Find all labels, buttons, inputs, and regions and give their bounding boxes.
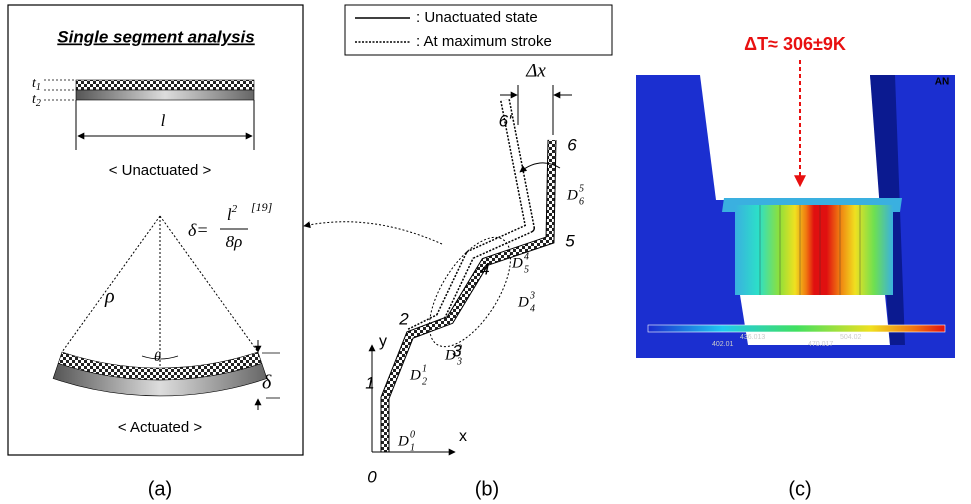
panel-label: (a) bbox=[148, 478, 172, 500]
segment-label: 3 bbox=[456, 356, 462, 367]
axis-label: x bbox=[459, 428, 467, 445]
specimen-gap bbox=[700, 75, 882, 200]
axis-label: y bbox=[379, 333, 387, 350]
node-label: 1 bbox=[365, 373, 374, 392]
radius-line bbox=[62, 216, 160, 352]
formula-lhs: δ= bbox=[188, 220, 209, 240]
top-layer bbox=[76, 80, 254, 90]
panel-label: (b) bbox=[475, 478, 499, 500]
thickness-label: t2 bbox=[32, 92, 41, 109]
length-label: l bbox=[161, 111, 166, 130]
node-label: 0 bbox=[367, 467, 377, 486]
thickness-guides bbox=[44, 80, 76, 100]
callout-arrow bbox=[304, 222, 442, 244]
node-label: 6' bbox=[499, 111, 512, 130]
bottom-layer bbox=[76, 90, 254, 100]
formula-reference: [19] bbox=[251, 200, 273, 214]
panel-b: : Unactuated state : At maximum stroke x… bbox=[304, 5, 612, 500]
corner-label: AN bbox=[935, 77, 949, 88]
panel-label: (c) bbox=[788, 478, 811, 500]
node-label: 4 bbox=[480, 259, 489, 278]
colorbar-label: 504.02 bbox=[840, 334, 862, 341]
displacement-label: Δx bbox=[525, 60, 546, 81]
segment-label: 0 bbox=[410, 429, 415, 440]
unactuated-chain-fill bbox=[410, 100, 530, 333]
segment-label: 3 bbox=[529, 290, 535, 301]
figure: Single segment analysis t1 t2 l < Unactu… bbox=[0, 0, 971, 504]
segment-label: 5 bbox=[524, 264, 529, 275]
segment-label: 4 bbox=[530, 303, 535, 314]
annotation: ΔT≈ 306±9K bbox=[744, 34, 846, 54]
formula-denominator: 8ρ bbox=[226, 232, 243, 251]
segment-label: 2 bbox=[422, 376, 427, 387]
thickness-label: t1 bbox=[32, 76, 41, 93]
formula-numerator: l2 bbox=[227, 203, 238, 224]
segment-label: 1 bbox=[410, 442, 415, 453]
colorbar-label: 470.017 bbox=[808, 341, 833, 348]
segment-label: 5 bbox=[579, 183, 584, 194]
segment-label: D bbox=[511, 255, 523, 271]
panel-a: Single segment analysis t1 t2 l < Unactu… bbox=[8, 5, 303, 500]
node-label: 2 bbox=[398, 309, 409, 328]
node-label: 6 bbox=[567, 135, 577, 154]
node-label: 5 bbox=[565, 231, 575, 250]
colorbar bbox=[648, 325, 945, 332]
segment-label: D bbox=[409, 367, 421, 383]
segment-label: 4 bbox=[524, 251, 529, 262]
heated-block bbox=[735, 205, 893, 295]
colorbar-label: 402.01 bbox=[712, 341, 734, 348]
segment-label: 6 bbox=[579, 196, 584, 207]
segment-label: D bbox=[566, 187, 578, 203]
segment-label: D bbox=[444, 347, 456, 363]
caption: < Actuated > bbox=[118, 419, 202, 436]
label-part: 2 bbox=[232, 203, 238, 215]
colorbar-label: 436.013 bbox=[740, 334, 765, 341]
angle-label: θ bbox=[154, 350, 161, 365]
segment-label: 2 bbox=[457, 343, 462, 354]
label-part: 1 bbox=[36, 82, 41, 93]
panel-c: 436.013 504.02 402.01 470.017 AN ΔT≈ 306… bbox=[636, 34, 955, 501]
legend-label: : Unactuated state bbox=[416, 9, 538, 26]
label-part: 2 bbox=[36, 98, 41, 109]
segment-label: D bbox=[397, 433, 409, 449]
caption: < Unactuated > bbox=[109, 162, 212, 179]
legend-label: : At maximum stroke bbox=[416, 33, 552, 50]
radius-label: ρ bbox=[104, 286, 115, 308]
radius-line bbox=[160, 216, 258, 352]
segment-label: D bbox=[517, 294, 529, 310]
segment-label: 1 bbox=[422, 363, 427, 374]
panel-title: Single segment analysis bbox=[57, 27, 254, 46]
deflection-label: δ bbox=[262, 372, 272, 394]
